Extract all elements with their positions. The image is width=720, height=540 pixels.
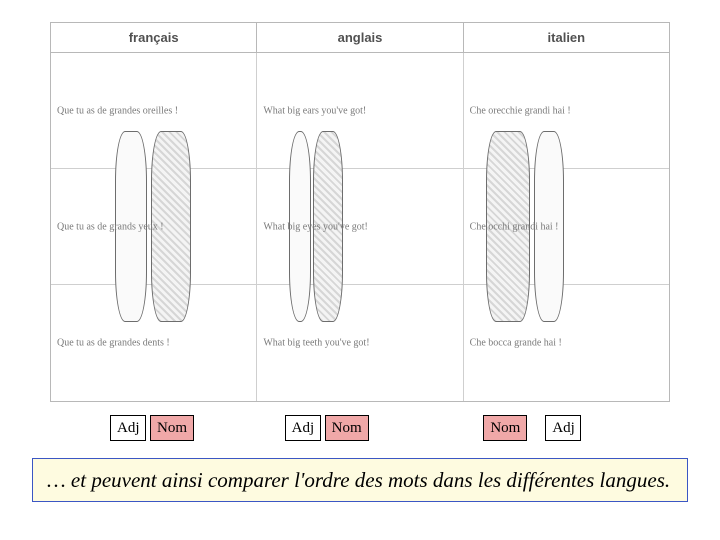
tag-nom: Nom — [150, 415, 194, 441]
tag-adj: Adj — [285, 415, 321, 441]
header-row: français anglais italien — [51, 23, 669, 53]
sentence-text: Che orecchie grandi hai ! — [470, 105, 571, 116]
labels-fr: Adj Nom — [50, 415, 257, 445]
tag-nom: Nom — [325, 415, 369, 441]
cell-en: What big teeth you've got! — [257, 285, 463, 401]
header-en: anglais — [257, 23, 463, 52]
sentence-text: What big ears you've got! — [263, 105, 366, 116]
table-row: Que tu as de grands yeux ! What big eyes… — [51, 169, 669, 285]
labels-it: Nom Adj — [463, 415, 670, 445]
tag-adj: Adj — [545, 415, 581, 441]
sentence-text: Que tu as de grandes dents ! — [57, 338, 170, 349]
header-it: italien — [464, 23, 669, 52]
sentence-text: What big teeth you've got! — [263, 338, 369, 349]
caption: … et peuvent ainsi comparer l'ordre des … — [32, 458, 688, 502]
sentence-text: Que tu as de grandes oreilles ! — [57, 105, 178, 116]
cell-en: What big ears you've got! — [257, 53, 463, 168]
cell-it: Che occhi grandi hai ! — [464, 169, 669, 284]
sentence-text: Que tu as de grands yeux ! — [57, 221, 164, 232]
header-fr: français — [51, 23, 257, 52]
comparison-table: français anglais italien Que tu as de gr… — [50, 22, 670, 402]
labels-en: Adj Nom — [257, 415, 464, 445]
tag-adj: Adj — [110, 415, 146, 441]
labels-row: Adj Nom Adj Nom Nom Adj — [50, 415, 670, 445]
tag-nom: Nom — [483, 415, 527, 441]
cell-en: What big eyes you've got! — [257, 169, 463, 284]
sentence-text: What big eyes you've got! — [263, 221, 368, 232]
sentence-text: Che bocca grande hai ! — [470, 338, 562, 349]
cell-fr: Que tu as de grands yeux ! — [51, 169, 257, 284]
sentence-text: Che occhi grandi hai ! — [470, 221, 559, 232]
